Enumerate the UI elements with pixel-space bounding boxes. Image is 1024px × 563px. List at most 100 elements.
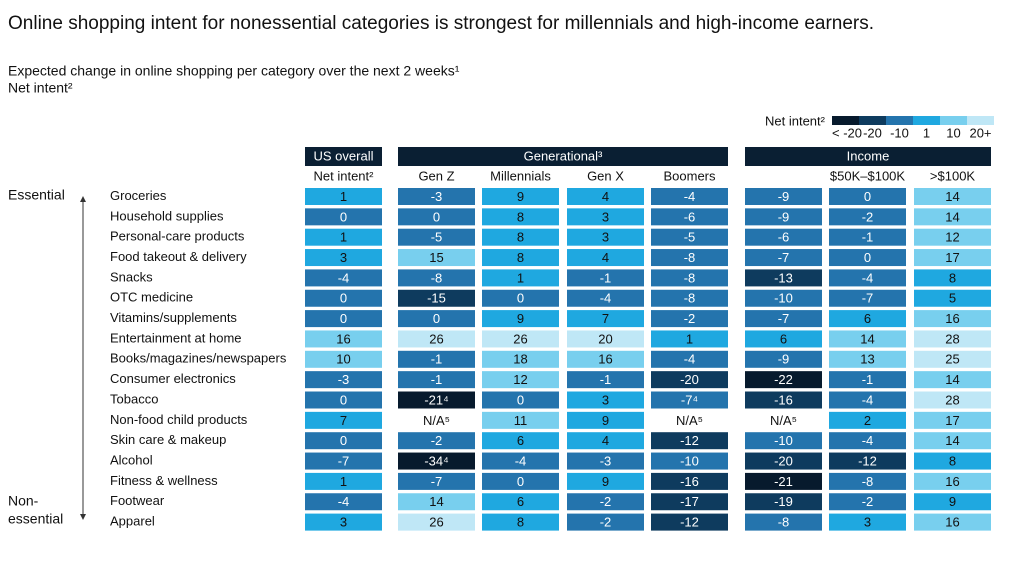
cell <box>745 330 822 348</box>
cell-value: -21⁴ <box>424 392 448 407</box>
cell <box>651 493 728 511</box>
cell <box>398 371 475 389</box>
cell-value: 0 <box>433 311 440 326</box>
cell-value: 0 <box>864 189 871 204</box>
cell-value: -2 <box>431 433 443 448</box>
cell <box>398 513 475 531</box>
cell-value: N/A⁵ <box>676 413 703 428</box>
cell-value: -1 <box>431 352 443 367</box>
cell <box>745 249 822 267</box>
column-label: Boomers <box>663 168 716 183</box>
cell <box>651 472 728 490</box>
cell <box>829 330 906 348</box>
cell-value: 14 <box>945 209 959 224</box>
cell-value: 13 <box>860 352 874 367</box>
row-label: Consumer electronics <box>110 371 236 386</box>
cell <box>398 391 475 409</box>
cell <box>305 493 382 511</box>
cell <box>567 513 644 531</box>
cell-value: 3 <box>602 230 609 245</box>
cell-value: 0 <box>340 392 347 407</box>
cell <box>745 371 822 389</box>
legend-label: 20+ <box>969 125 991 140</box>
cell-value: 6 <box>517 494 524 509</box>
cell <box>914 411 991 429</box>
legend-swatch <box>967 116 994 125</box>
cell-value: -19 <box>774 494 793 509</box>
cell-value: 7 <box>602 311 609 326</box>
cell <box>651 228 728 246</box>
cell-value: 17 <box>945 250 959 265</box>
row-label: Household supplies <box>110 208 224 223</box>
cell-value: 8 <box>517 230 524 245</box>
cell <box>914 452 991 470</box>
cell <box>567 249 644 267</box>
cell <box>482 513 559 531</box>
cell <box>482 493 559 511</box>
cell-value: -13 <box>774 270 793 285</box>
cell <box>829 472 906 490</box>
cell-value: -5 <box>431 230 443 245</box>
cell-value: 10 <box>336 352 350 367</box>
cell <box>482 188 559 205</box>
cell <box>651 452 728 470</box>
cell <box>398 472 475 490</box>
cell-value: 1 <box>340 474 347 489</box>
cell-value: -34⁴ <box>424 453 448 468</box>
cell <box>914 269 991 287</box>
cell <box>398 228 475 246</box>
cell <box>914 249 991 267</box>
cell-value: 9 <box>949 494 956 509</box>
cell-value: 16 <box>336 331 350 346</box>
cell <box>398 208 475 226</box>
cell-value: -12 <box>680 515 699 530</box>
cell <box>567 411 644 429</box>
cell <box>745 188 822 205</box>
cell-value: -1 <box>862 372 874 387</box>
cell-value: N/A⁵ <box>770 413 797 428</box>
cell-value: 12 <box>945 230 959 245</box>
cell-value: 28 <box>945 392 959 407</box>
cell-value: 8 <box>517 250 524 265</box>
cell <box>305 269 382 287</box>
cell <box>482 330 559 348</box>
cell <box>398 493 475 511</box>
group-header <box>745 147 991 166</box>
cell <box>829 208 906 226</box>
cell-value: -10 <box>680 453 699 468</box>
row-label: Vitamins/supplements <box>110 310 237 325</box>
cell-value: -6 <box>778 230 790 245</box>
cell-value: 9 <box>517 189 524 204</box>
cell <box>745 472 822 490</box>
cell-value: -8 <box>684 250 696 265</box>
cell <box>305 452 382 470</box>
row-label: Tobacco <box>110 391 158 406</box>
cell-value: 3 <box>340 250 347 265</box>
cell <box>829 391 906 409</box>
legend-label: 10 <box>946 125 960 140</box>
cell-value: -4 <box>338 270 350 285</box>
subtitle: Expected change in online shopping per c… <box>8 63 460 79</box>
cell-value: -5 <box>684 230 696 245</box>
cell-value: 4 <box>602 433 609 448</box>
cell <box>914 188 991 205</box>
cell <box>914 432 991 450</box>
row-label: Snacks <box>110 269 153 284</box>
legend-label: -10 <box>890 125 909 140</box>
row-label: Non-food child products <box>110 412 248 427</box>
row-label: Entertainment at home <box>110 330 242 345</box>
cell <box>305 249 382 267</box>
cell-value: 18 <box>513 352 527 367</box>
cell <box>567 472 644 490</box>
cell <box>829 350 906 368</box>
cell <box>305 371 382 389</box>
cell-value: -4 <box>862 392 874 407</box>
cell <box>651 208 728 226</box>
cell-value: 14 <box>429 494 443 509</box>
legend-swatch <box>886 116 913 125</box>
group-header <box>398 147 728 166</box>
cell-value: 0 <box>517 291 524 306</box>
cell <box>482 289 559 307</box>
cell <box>567 452 644 470</box>
cell-value: -10 <box>774 433 793 448</box>
